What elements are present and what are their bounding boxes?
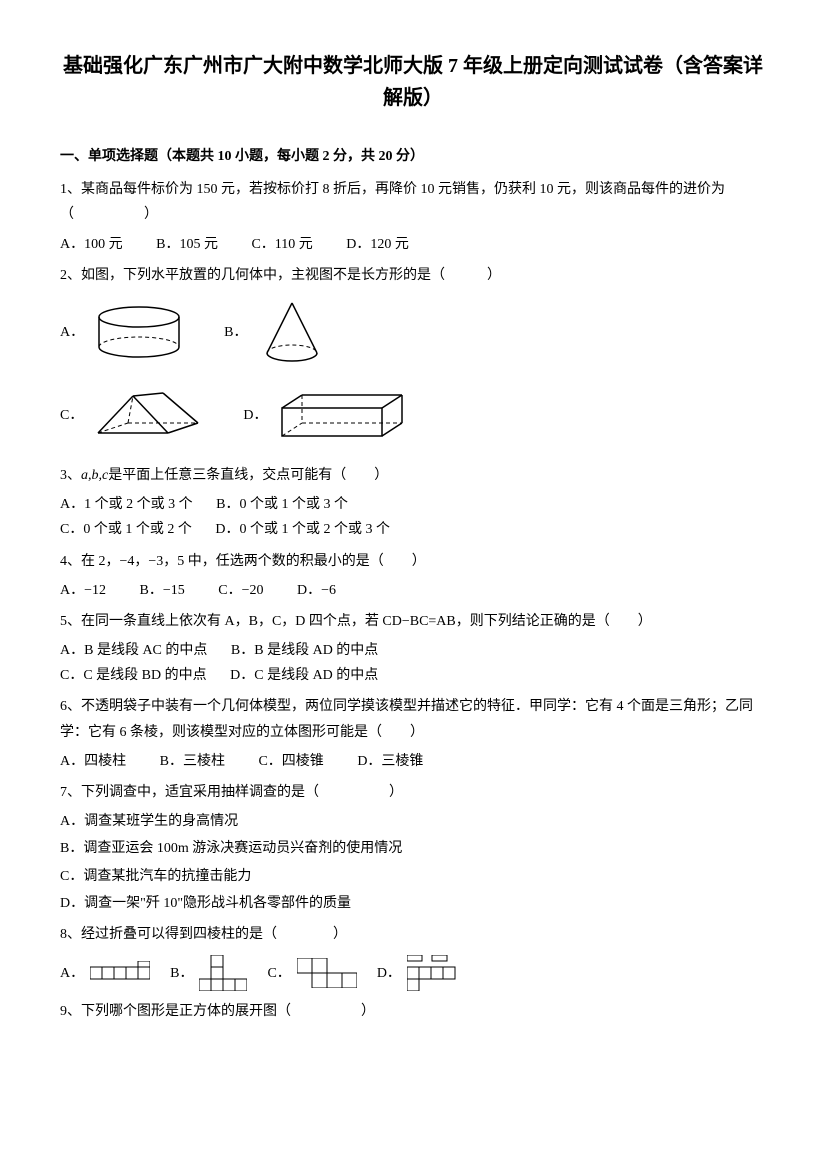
option-d: D．0 个或 1 个或 2 个或 3 个 (215, 517, 390, 542)
option-label: C． (60, 403, 83, 428)
question-9: 9、下列哪个图形是正方体的展开图（ ） (60, 999, 766, 1024)
page-title: 基础强化广东广州市广大附中数学北师大版 7 年级上册定向测试试卷（含答案详解版） (60, 50, 766, 114)
option-d: D． (377, 955, 457, 991)
options-row: A．B 是线段 AC 的中点 B．B 是线段 AD 的中点 (60, 638, 766, 663)
option-d: D． (243, 390, 407, 440)
option-d: D．调查一架"歼 10"隐形战斗机各零部件的质量 (60, 891, 766, 916)
option-b: B． (224, 298, 327, 368)
question-text: 3、a,b,c是平面上任意三条直线，交点可能有（ ） (60, 463, 766, 488)
option-d: D．C 是线段 AD 的中点 (230, 663, 378, 688)
question-6: 6、不透明袋子中装有一个几何体模型，两位同学摸该模型并描述它的特征．甲同学：它有… (60, 694, 766, 774)
option-a: A．100 元 (60, 232, 123, 257)
question-text: 2、如图，下列水平放置的几何体中，主视图不是长方形的是（ ） (60, 263, 766, 288)
option-c: C．C 是线段 BD 的中点 (60, 663, 207, 688)
option-b: B．105 元 (156, 232, 218, 257)
option-a: A． (60, 961, 150, 986)
options-row: C．0 个或 1 个或 2 个 D．0 个或 1 个或 2 个或 3 个 (60, 517, 766, 542)
option-d: D．120 元 (346, 232, 409, 257)
net-shape-c-icon (297, 958, 357, 988)
options-row: A．−12 B．−15 C．−20 D．−6 (60, 578, 766, 603)
section-header: 一、单项选择题（本题共 10 小题，每小题 2 分，共 20 分） (60, 144, 766, 169)
option-c: C．四棱锥 (258, 749, 323, 774)
option-a: A．四棱柱 (60, 749, 126, 774)
question-text: 5、在同一条直线上依次有 A，B，C，D 四个点，若 CD−BC=AB，则下列结… (60, 609, 766, 634)
question-3: 3、a,b,c是平面上任意三条直线，交点可能有（ ） A．1 个或 2 个或 3… (60, 463, 766, 543)
question-2: 2、如图，下列水平放置的几何体中，主视图不是长方形的是（ ） A． B． (60, 263, 766, 443)
q3-vars: a,b,c (81, 468, 108, 483)
question-text: 1、某商品每件标价为 150 元，若按标价打 8 折后，再降价 10 元销售，仍… (60, 177, 766, 227)
option-a: A．B 是线段 AC 的中点 (60, 638, 207, 663)
option-b: B．调查亚运会 100m 游泳决赛运动员兴奋剂的使用情况 (60, 836, 766, 861)
net-shape-b-icon (199, 955, 247, 991)
option-d: D．−6 (297, 578, 336, 603)
question-7: 7、下列调查中，适宜采用抽样调查的是（ ） A．调查某班学生的身高情况 B．调查… (60, 780, 766, 916)
q3-prefix: 3、 (60, 468, 81, 483)
option-label: C． (267, 961, 290, 986)
options-row: A．1 个或 2 个或 3 个 B．0 个或 1 个或 3 个 (60, 492, 766, 517)
option-c: C．−20 (218, 578, 263, 603)
option-a: A．调查某班学生的身高情况 (60, 809, 766, 834)
cuboid-icon (277, 390, 407, 440)
option-c: C．110 元 (251, 232, 312, 257)
option-b: B．0 个或 1 个或 3 个 (216, 492, 348, 517)
question-8: 8、经过折叠可以得到四棱柱的是（ ） A． B． (60, 922, 766, 991)
option-a: A． (60, 305, 184, 360)
question-text: 4、在 2，−4，−3，5 中，任选两个数的积最小的是（ ） (60, 549, 766, 574)
option-b: B．−15 (140, 578, 185, 603)
option-label: A． (60, 961, 84, 986)
question-4: 4、在 2，−4，−3，5 中，任选两个数的积最小的是（ ） A．−12 B．−… (60, 549, 766, 603)
question-text: 9、下列哪个图形是正方体的展开图（ ） (60, 999, 766, 1024)
triangular-prism-icon (93, 388, 203, 443)
question-text: 6、不透明袋子中装有一个几何体模型，两位同学摸该模型并描述它的特征．甲同学：它有… (60, 694, 766, 744)
option-label: B． (224, 320, 247, 345)
option-a: A．−12 (60, 578, 106, 603)
options-block: A．调查某班学生的身高情况 B．调查亚运会 100m 游泳决赛运动员兴奋剂的使用… (60, 809, 766, 916)
option-d: D．三棱锥 (357, 749, 423, 774)
option-label: D． (243, 403, 267, 428)
q3-suffix: 是平面上任意三条直线，交点可能有（ ） (108, 468, 388, 483)
option-b: B．三棱柱 (160, 749, 225, 774)
cone-icon (257, 298, 327, 368)
option-label: D． (377, 961, 401, 986)
question-text: 7、下列调查中，适宜采用抽样调查的是（ ） (60, 780, 766, 805)
options-row: C．C 是线段 BD 的中点 D．C 是线段 AD 的中点 (60, 663, 766, 688)
option-b: B． (170, 955, 247, 991)
net-shape-d-icon (407, 955, 457, 991)
option-label: A． (60, 320, 84, 345)
option-c: C．0 个或 1 个或 2 个 (60, 517, 192, 542)
net-shape-a-icon (90, 961, 150, 985)
question-text: 8、经过折叠可以得到四棱柱的是（ ） (60, 922, 766, 947)
cylinder-icon (94, 305, 184, 360)
options-row: A．100 元 B．105 元 C．110 元 D．120 元 (60, 232, 766, 257)
option-c: C．调查某批汽车的抗撞击能力 (60, 864, 766, 889)
option-c: C． (267, 958, 356, 988)
option-b: B．B 是线段 AD 的中点 (231, 638, 378, 663)
options-row: A．四棱柱 B．三棱柱 C．四棱锥 D．三棱锥 (60, 749, 766, 774)
option-c: C． (60, 388, 203, 443)
option-a: A．1 个或 2 个或 3 个 (60, 492, 193, 517)
question-1: 1、某商品每件标价为 150 元，若按标价打 8 折后，再降价 10 元销售，仍… (60, 177, 766, 257)
question-5: 5、在同一条直线上依次有 A，B，C，D 四个点，若 CD−BC=AB，则下列结… (60, 609, 766, 689)
option-label: B． (170, 961, 193, 986)
